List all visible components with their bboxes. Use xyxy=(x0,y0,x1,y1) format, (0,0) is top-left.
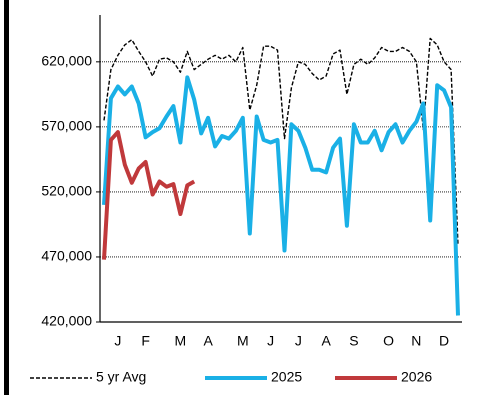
y-tick-label: 470,000 xyxy=(41,248,92,264)
x-tick-label: J xyxy=(295,333,302,349)
legend-label: 2026 xyxy=(401,369,432,385)
series-line xyxy=(103,37,459,246)
x-tick-label: N xyxy=(411,333,421,349)
legend-label: 5 yr Avg xyxy=(96,369,146,385)
x-tick-label: S xyxy=(349,333,358,349)
x-tick-label: J xyxy=(267,333,274,349)
x-tick-label: J xyxy=(114,333,121,349)
x-tick-label: A xyxy=(203,333,213,349)
x-tick-label: M xyxy=(175,333,187,349)
legend-label: 2025 xyxy=(271,369,302,385)
x-tick-label: D xyxy=(439,333,449,349)
y-tick-label: 520,000 xyxy=(41,183,92,199)
x-tick-label: M xyxy=(237,333,249,349)
y-tick-label: 620,000 xyxy=(41,53,92,69)
y-tick-label: 420,000 xyxy=(41,313,92,329)
series-line xyxy=(102,130,196,260)
x-tick-label: O xyxy=(383,333,394,349)
x-tick-label: A xyxy=(321,333,331,349)
x-tick-label: F xyxy=(141,333,150,349)
y-tick-label: 570,000 xyxy=(41,118,92,134)
series-line xyxy=(102,75,460,316)
frame-edge xyxy=(4,0,9,395)
